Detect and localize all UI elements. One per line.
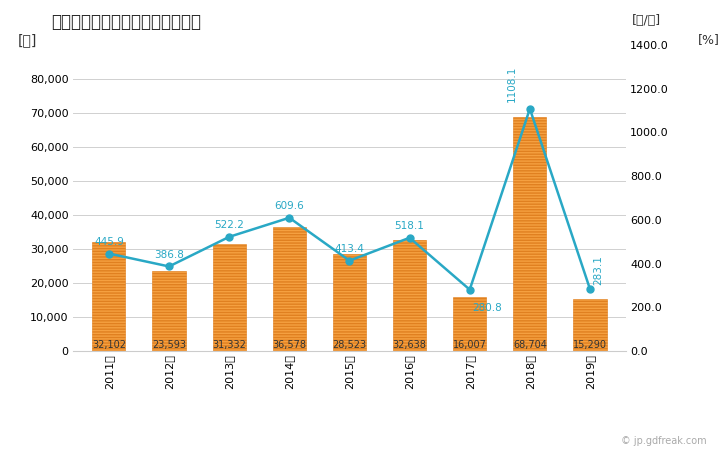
Bar	[454, 297, 486, 351]
Bar	[393, 240, 426, 351]
Bar	[92, 242, 125, 351]
Bar	[513, 117, 547, 351]
Text: 28,523: 28,523	[333, 340, 366, 350]
Text: 32,638: 32,638	[392, 340, 427, 350]
Text: 23,593: 23,593	[152, 340, 186, 350]
非木造_平均床面積（右軸）	[465, 287, 474, 292]
Text: [㎡]: [㎡]	[17, 33, 37, 47]
Text: 32,102: 32,102	[92, 340, 126, 350]
非木造_平均床面積（右軸）	[285, 215, 293, 220]
非木造_平均床面積（右軸）	[405, 235, 414, 240]
Line: 非木造_平均床面積（右軸）: 非木造_平均床面積（右軸）	[106, 105, 593, 293]
Bar	[273, 227, 306, 351]
Text: [%]: [%]	[698, 33, 720, 46]
Text: 445.9: 445.9	[94, 237, 124, 247]
Text: [㎡/棟]: [㎡/棟]	[632, 14, 661, 27]
Bar	[333, 254, 366, 351]
非木造_平均床面積（右軸）	[225, 234, 234, 239]
Text: 非木造建築物の床面積合計の推移: 非木造建築物の床面積合計の推移	[51, 14, 201, 32]
Text: 283.1: 283.1	[593, 255, 603, 285]
非木造_平均床面積（右軸）	[165, 264, 173, 269]
Text: 609.6: 609.6	[274, 201, 304, 211]
非木造_平均床面積（右軸）	[105, 251, 114, 256]
Text: 518.1: 518.1	[395, 221, 424, 231]
Text: 31,332: 31,332	[213, 340, 246, 350]
非木造_平均床面積（右軸）	[345, 258, 354, 263]
Text: 522.2: 522.2	[214, 220, 244, 230]
Text: 280.8: 280.8	[472, 303, 502, 313]
Text: © jp.gdfreak.com: © jp.gdfreak.com	[620, 436, 706, 446]
非木造_平均床面積（右軸）	[526, 106, 534, 112]
Text: 15,290: 15,290	[573, 340, 607, 350]
Text: 16,007: 16,007	[453, 340, 486, 350]
Text: 68,704: 68,704	[513, 340, 547, 350]
Text: 413.4: 413.4	[334, 244, 365, 254]
非木造_平均床面積（右軸）	[585, 286, 594, 292]
Legend: 非木造_床面積合計（左軸）, 非木造_平均床面積（右軸）: 非木造_床面積合計（左軸）, 非木造_平均床面積（右軸）	[172, 445, 450, 450]
Text: 386.8: 386.8	[154, 250, 184, 260]
Bar	[213, 244, 246, 351]
Text: 36,578: 36,578	[272, 340, 306, 350]
Bar	[574, 299, 606, 351]
Bar	[152, 271, 186, 351]
Text: 1108.1: 1108.1	[507, 66, 517, 102]
